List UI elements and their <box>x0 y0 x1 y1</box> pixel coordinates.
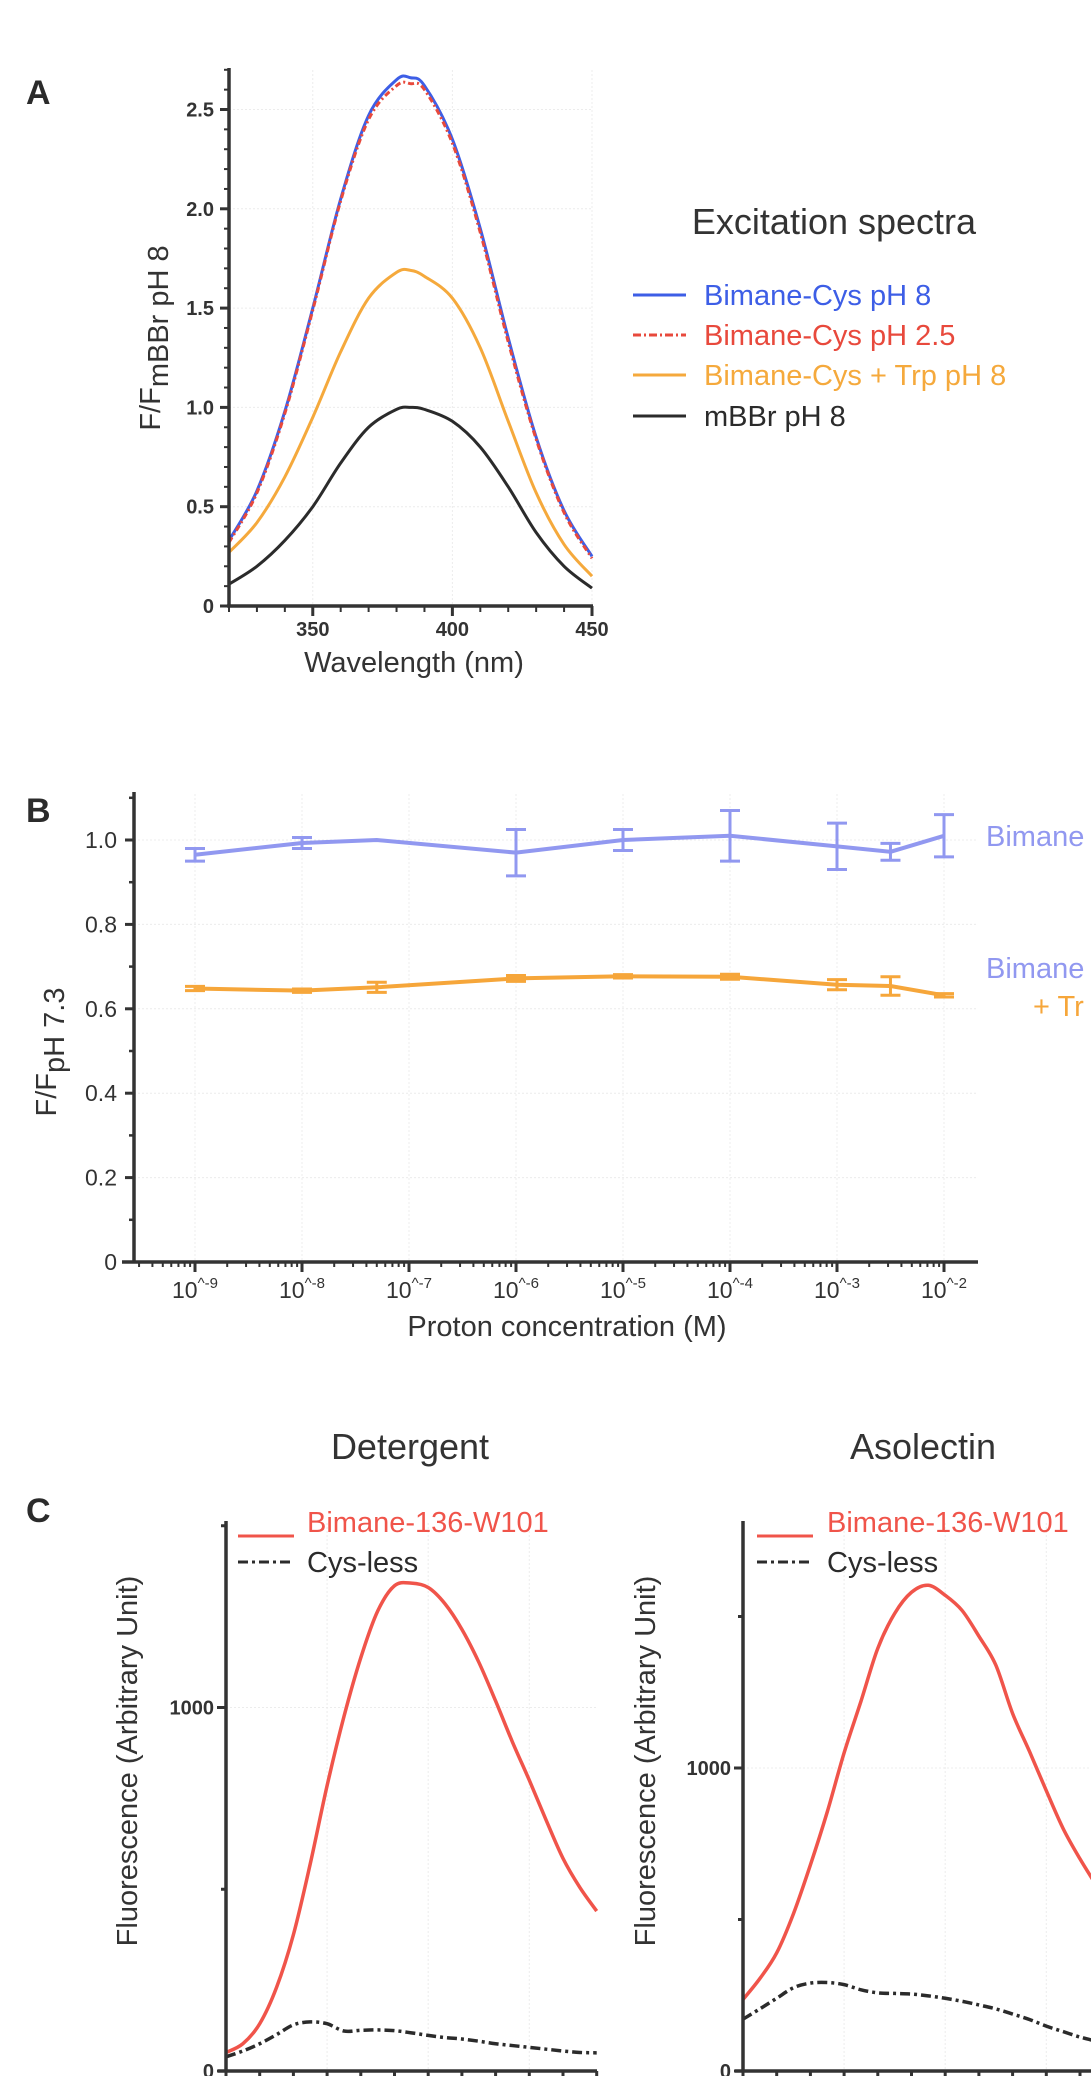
a-x-tick-label: 350 <box>296 619 329 641</box>
tick-base: 10 <box>493 1277 519 1303</box>
a-y-label-main: F/F <box>135 387 167 431</box>
c-right-y-tick-label: 0 <box>720 2061 731 2076</box>
tick-exponent: ^-4 <box>733 1275 753 1292</box>
tick-base: 10 <box>172 1277 198 1303</box>
a-x-tick-label: 450 <box>575 619 608 641</box>
tick-exponent: ^-9 <box>198 1275 218 1292</box>
a-x-axis-label: Wavelength (nm) <box>304 647 524 679</box>
b-x-tick-label: 10^-7 <box>386 1275 432 1303</box>
c-right-legend: Bimane-136-W101 Cys-less <box>757 1507 1069 1579</box>
tick-exponent: ^-5 <box>626 1275 646 1292</box>
a-y-tick-label: 2.0 <box>186 199 214 221</box>
tick-exponent: ^-6 <box>519 1275 539 1292</box>
a-legend-title: Excitation spectra <box>692 201 977 242</box>
b-series-label-bimane-trp-line1: Bimane <box>986 953 1084 985</box>
b-y-label-sub: pH 7.3 <box>39 988 71 1073</box>
legend-label-bimane-136: Bimane-136-W101 <box>827 1507 1069 1539</box>
tick-exponent: ^-7 <box>412 1275 432 1292</box>
b-y-label-main: F/F <box>31 1073 63 1117</box>
a-y-tick-label: 1.0 <box>186 397 214 419</box>
b-y-tick-label: 1.0 <box>85 827 117 853</box>
c-title-asolectin: Asolectin <box>850 1426 996 1467</box>
legend-label-cys-less: Cys-less <box>827 1547 938 1579</box>
tick-base: 10 <box>279 1277 305 1303</box>
b-x-tick-label: 10^-8 <box>279 1275 325 1303</box>
b-y-tick-label: 0.6 <box>85 996 117 1022</box>
tick-exponent: ^-3 <box>840 1275 860 1292</box>
legend-label-bimane-cys-ph8: Bimane-Cys pH 8 <box>704 280 931 312</box>
c-right-series-line-1 <box>742 1980 1091 2042</box>
b-x-tick-labels: 10^-9 10^-8 10^-7 10^-6 10^-5 10^-4 10^-… <box>172 1275 967 1303</box>
a-series-line-1 <box>227 80 594 560</box>
legend-label-bimane-136: Bimane-136-W101 <box>307 1507 549 1539</box>
a-series-line-3 <box>228 405 593 590</box>
c-left-y-tick-label: 1000 <box>170 1698 215 1720</box>
b-x-tick-label: 10^-3 <box>814 1275 860 1303</box>
chart-marks <box>185 74 1091 2059</box>
tick-exponent: ^-2 <box>947 1275 967 1292</box>
panel-label-c: C <box>26 1492 51 1530</box>
tick-base: 10 <box>814 1277 840 1303</box>
b-y-tick-label: 0.4 <box>85 1080 117 1106</box>
a-y-tick-label: 1.5 <box>186 298 214 320</box>
b-x-tick-label: 10^-4 <box>707 1275 753 1303</box>
tick-exponent: ^-8 <box>305 1275 325 1292</box>
c-left-series-line-0 <box>225 1580 599 2055</box>
b-x-tick-label: 10^-5 <box>600 1275 646 1303</box>
a-series-line-0 <box>227 74 594 558</box>
b-x-axis-label: Proton concentration (M) <box>407 1311 726 1343</box>
a-y-tick-label: 2.5 <box>186 100 214 122</box>
a-legend: Bimane-Cys pH 8 Bimane-Cys pH 2.5 Bimane… <box>633 280 1006 433</box>
b-y-tick-label: 0.8 <box>85 911 117 937</box>
b-x-tick-label: 10^-9 <box>172 1275 218 1303</box>
panel-label-a: A <box>26 74 51 112</box>
legend-label-mbbr: mBBr pH 8 <box>704 401 846 433</box>
a-x-tick-label: 400 <box>436 619 469 641</box>
b-series-label-bimane: Bimane <box>986 821 1084 853</box>
c-left-series-line-1 <box>225 2020 597 2059</box>
legend-label-bimane-cys-trp: Bimane-Cys + Trp pH 8 <box>704 360 1006 392</box>
b-series-label-bimane-trp-line2: + Tr <box>1033 991 1084 1023</box>
b-y-tick-label: 0 <box>104 1249 117 1275</box>
a-y-label-sub: mBBr pH 8 <box>143 245 175 387</box>
a-series-line-2 <box>227 267 594 578</box>
c-right-y-tick-label: 1000 <box>687 1758 732 1780</box>
b-x-tick-label: 10^-6 <box>493 1275 539 1303</box>
axes: 0 0.5 1.0 1.5 2.0 2.5 350 400 450 0 0.2 0.4 0.6 0.8 1.… <box>85 68 1091 2076</box>
tick-base: 10 <box>386 1277 412 1303</box>
tick-base: 10 <box>600 1277 626 1303</box>
c-left-y-tick-label: 0 <box>203 2061 214 2076</box>
panel-label-b: B <box>26 792 51 830</box>
c-left-y-axis-label: Fluorescence (Arbitrary Unit) <box>112 1576 144 1947</box>
a-y-axis-label: F/FmBBr pH 8 <box>135 245 175 430</box>
tick-base: 10 <box>707 1277 733 1303</box>
legend-label-bimane-cys-ph2-5: Bimane-Cys pH 2.5 <box>704 320 955 352</box>
b-y-tick-label: 0.2 <box>85 1165 117 1191</box>
legend-label-cys-less: Cys-less <box>307 1547 418 1579</box>
b-y-axis-label: F/FpH 7.3 <box>31 988 71 1117</box>
c-right-y-axis-label: Fluorescence (Arbitrary Unit) <box>630 1576 662 1947</box>
a-y-tick-label: 0 <box>203 596 214 618</box>
grid-lines <box>134 70 1091 2071</box>
c-right-series-line-0 <box>741 1583 1091 2001</box>
c-left-legend: Bimane-136-W101 Cys-less <box>238 1507 549 1579</box>
a-y-tick-label: 0.5 <box>186 497 214 519</box>
tick-base: 10 <box>921 1277 947 1303</box>
b-x-tick-label: 10^-2 <box>921 1275 967 1303</box>
c-title-detergent: Detergent <box>331 1426 489 1467</box>
